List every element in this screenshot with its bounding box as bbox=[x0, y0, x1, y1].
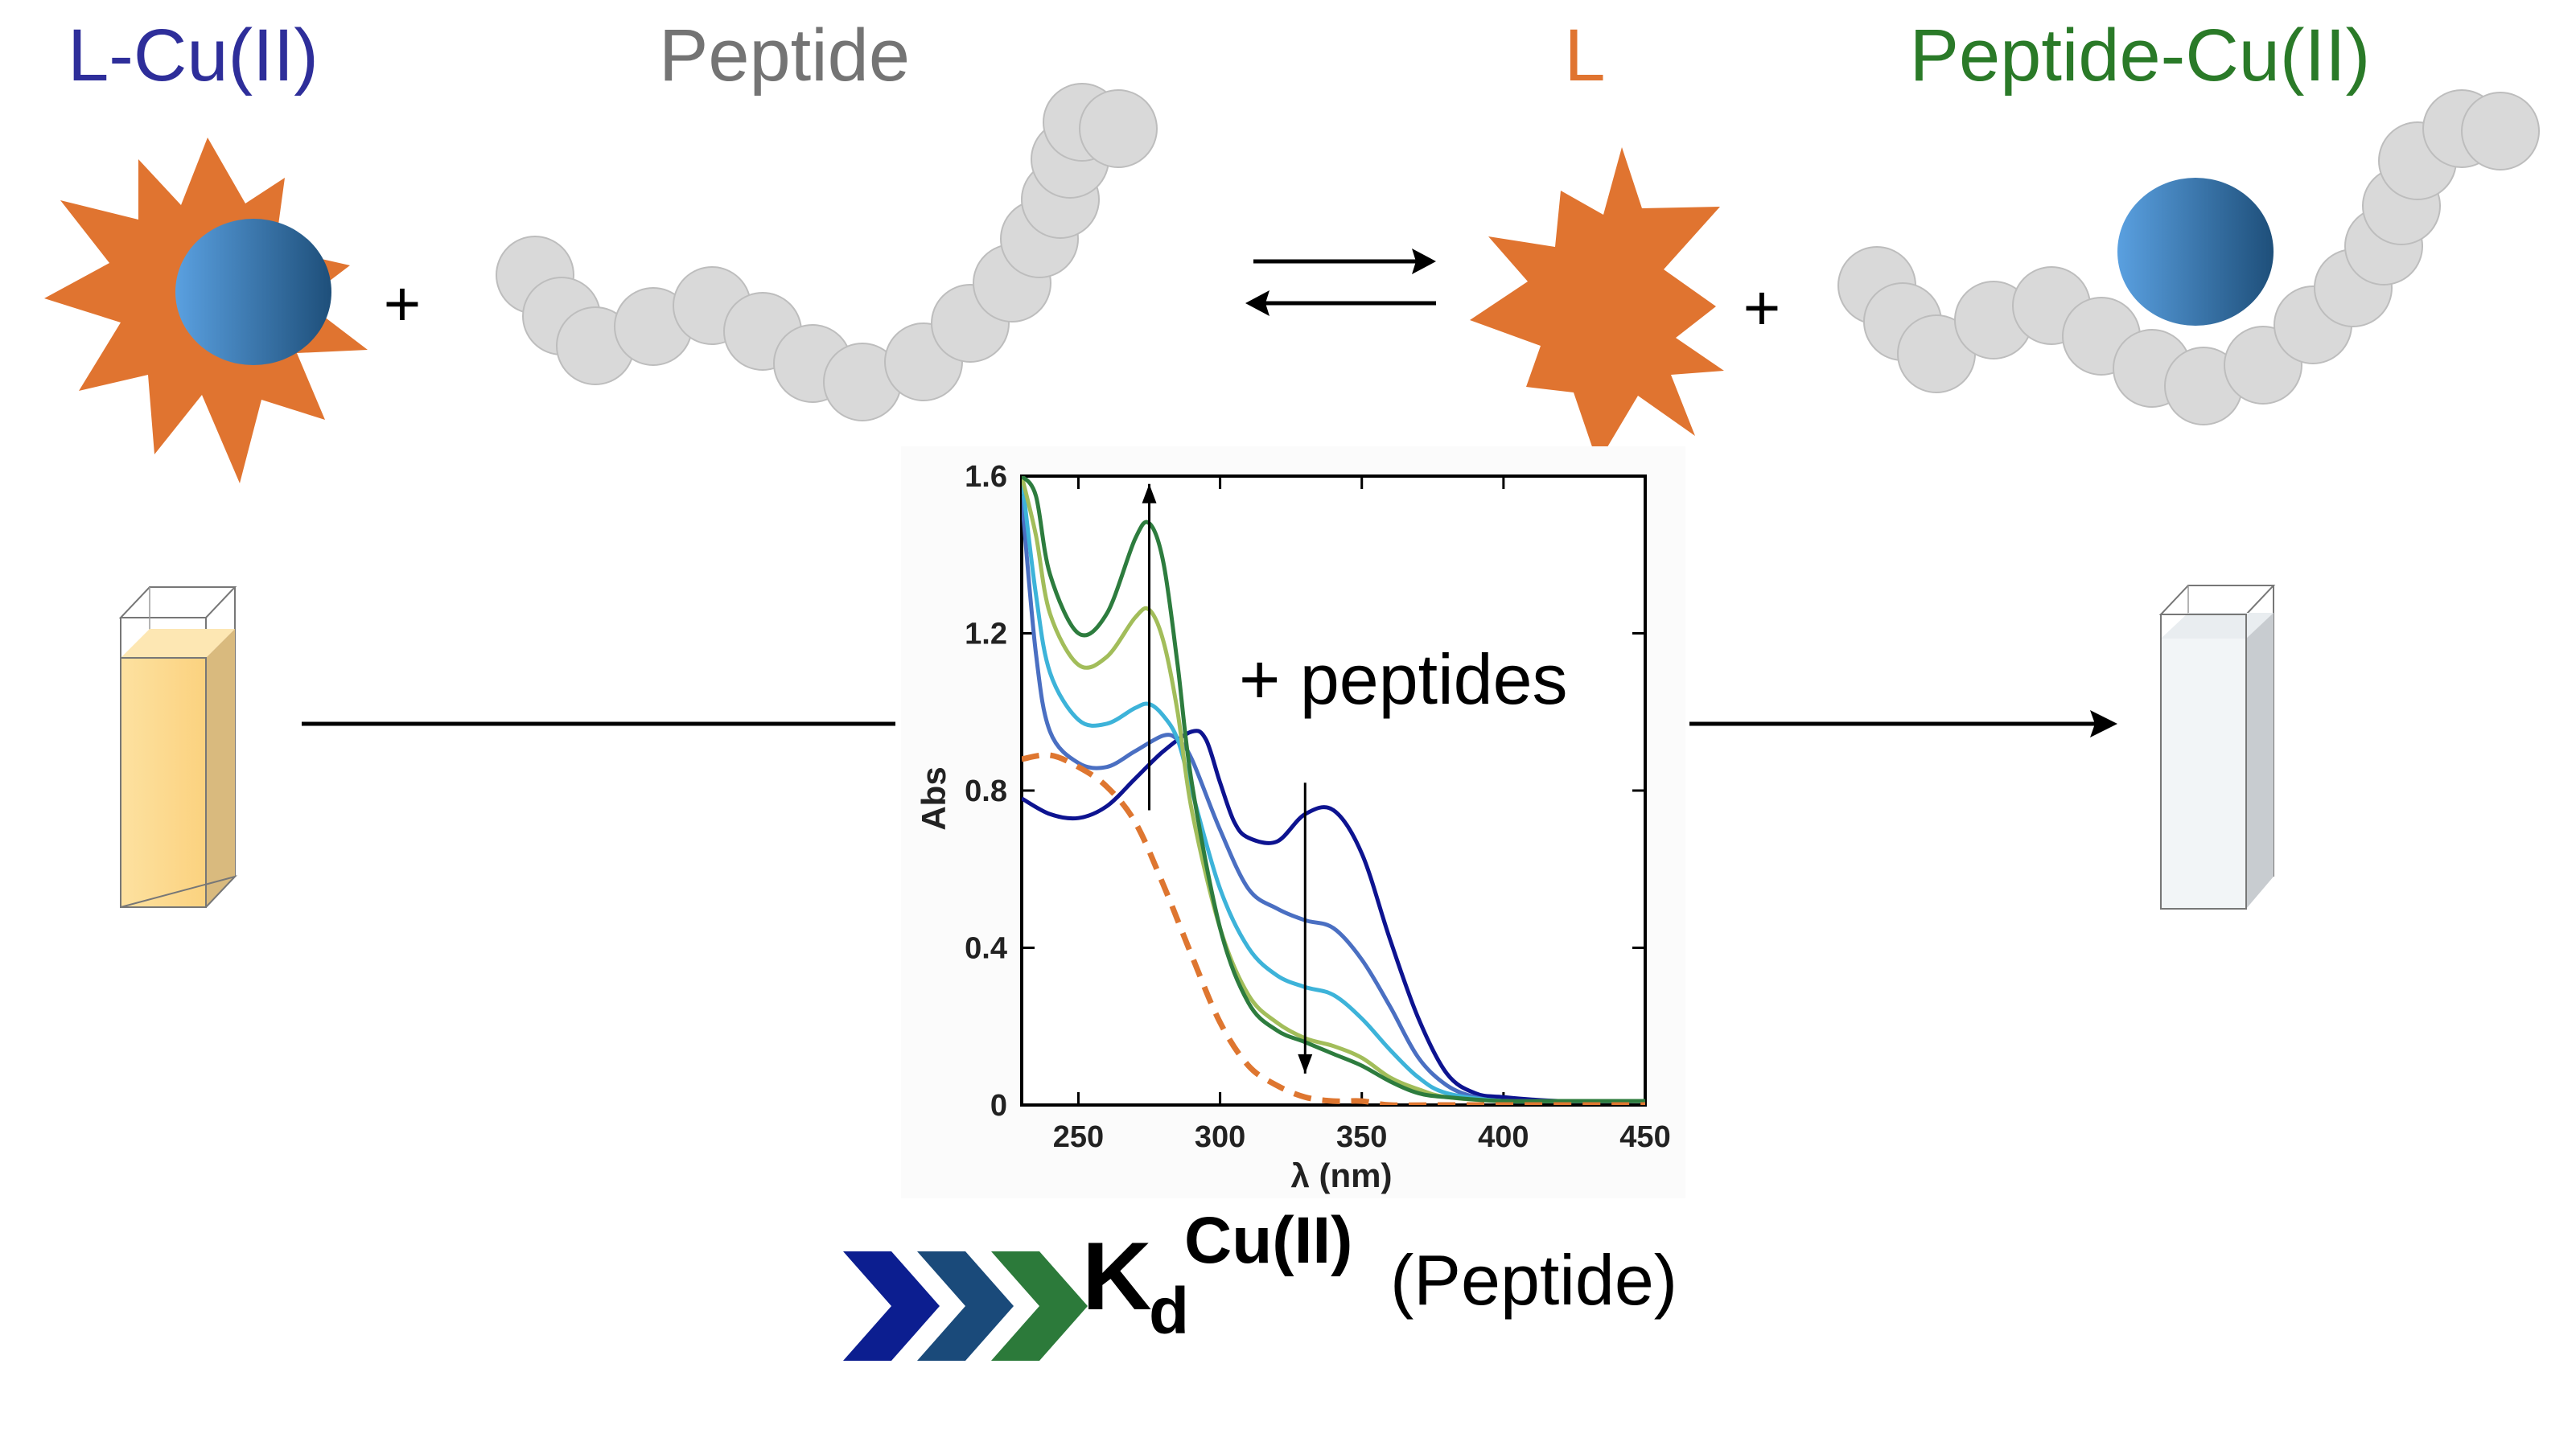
x-tick-label: 250 bbox=[1053, 1120, 1104, 1154]
equilibrium-arrows bbox=[1245, 249, 1436, 316]
peptide-chain-graphic bbox=[496, 83, 1158, 421]
process-arrow-right bbox=[1689, 710, 2117, 737]
x-axis-title: λ (nm) bbox=[1291, 1156, 1393, 1194]
label-peptide: Peptide bbox=[659, 14, 910, 97]
spectrum-line bbox=[1022, 495, 1645, 1103]
ligand-star-icon bbox=[1470, 147, 1724, 463]
uv-vis-spectrum-chart: 250 300 350 400 450 0 0.4 0.8 1.2 1.6 λ (nm) Abs bbox=[901, 446, 1685, 1198]
label-peptide-cu-complex: Peptide-Cu(II) bbox=[1910, 14, 2371, 97]
x-tick-label: 400 bbox=[1478, 1120, 1529, 1154]
label-l-cu-complex: L-Cu(II) bbox=[68, 14, 319, 97]
l-cu-complex-graphic bbox=[44, 138, 368, 483]
spectrum-line bbox=[1022, 729, 1645, 1103]
plus-sign-left: + bbox=[384, 268, 422, 339]
x-tick-label: 450 bbox=[1619, 1120, 1670, 1154]
plus-sign-right: + bbox=[1743, 272, 1781, 343]
chevron-arrows-icon bbox=[843, 1251, 1088, 1361]
spectrum-line-dashed bbox=[1022, 752, 1645, 1105]
spectrum-line bbox=[1022, 476, 1645, 1103]
y-tick-label: 0 bbox=[990, 1089, 1007, 1123]
cuvette-liquid bbox=[2161, 639, 2246, 909]
spectra-group bbox=[1022, 476, 1645, 1105]
kd-k: K bbox=[1082, 1222, 1152, 1330]
y-tick-label: 1.6 bbox=[965, 460, 1007, 494]
x-tick-label: 350 bbox=[1336, 1120, 1387, 1154]
label-free-ligand: L bbox=[1564, 14, 1605, 97]
dissociation-constant-label: K d Cu(II) bbox=[1082, 1204, 1352, 1348]
copper-ion-icon bbox=[175, 219, 331, 365]
y-tick-label: 0.8 bbox=[965, 774, 1007, 808]
kd-superscript: Cu(II) bbox=[1184, 1204, 1352, 1277]
peptide-chain-graphic bbox=[1837, 89, 2540, 425]
y-axis-title: Abs bbox=[915, 766, 953, 830]
plot-frame bbox=[1020, 474, 1647, 1107]
arrow-head-icon bbox=[1298, 1054, 1313, 1074]
cuvette-yellow bbox=[118, 586, 238, 908]
annotation-add-peptides: + peptides bbox=[1239, 639, 1568, 719]
y-tick-label: 0.4 bbox=[965, 932, 1007, 966]
amino-acid-bead bbox=[1079, 89, 1158, 168]
amino-acid-bead bbox=[2461, 92, 2540, 170]
spectrum-line bbox=[1022, 476, 1645, 1104]
cuvette-colorless bbox=[2158, 585, 2276, 910]
kd-target-label: (Peptide) bbox=[1390, 1240, 1677, 1320]
arrow-head-icon bbox=[1142, 483, 1157, 503]
cuvette-liquid bbox=[121, 658, 206, 907]
y-tick-label: 1.2 bbox=[965, 618, 1007, 651]
kd-subscript: d bbox=[1149, 1275, 1189, 1348]
copper-ion-icon bbox=[2117, 178, 2274, 326]
x-tick-label: 300 bbox=[1195, 1120, 1245, 1154]
